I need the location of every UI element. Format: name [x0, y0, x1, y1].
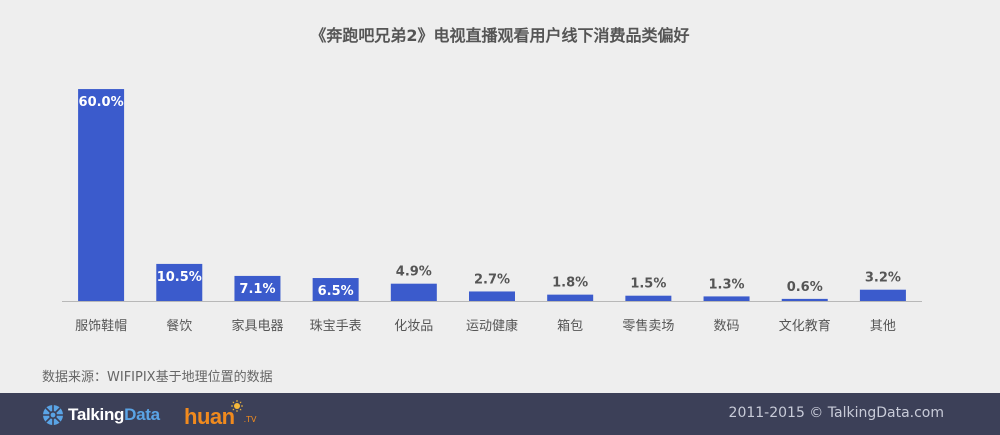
data-label-8: 1.3% [709, 277, 745, 292]
bar-9 [781, 298, 828, 301]
category-label-2: 家具电器 [231, 318, 283, 334]
copyright-text: 2011-2015 © TalkingData.com [728, 405, 944, 421]
sun-icon [230, 400, 243, 412]
talkingdata-icon [43, 405, 63, 425]
data-label-5: 2.7% [474, 272, 510, 287]
category-label-6: 箱包 [557, 318, 583, 334]
bar-4 [390, 283, 437, 301]
bar-2 [234, 275, 281, 301]
bar-1 [156, 263, 203, 301]
bar-10 [859, 289, 906, 301]
category-label-8: 数码 [714, 319, 740, 334]
bar-3 [312, 278, 359, 301]
data-label-4: 4.9% [396, 265, 432, 280]
data-label-3: 6.5% [318, 284, 354, 299]
data-label-0: 60.0% [79, 95, 124, 110]
data-label-2: 7.1% [239, 282, 275, 297]
footer-bar: TalkingData huan .TV 2011-2015 © Talking… [0, 393, 1000, 435]
category-label-7: 零售卖场 [622, 318, 674, 334]
talkingdata-logo: TalkingData [42, 403, 160, 427]
bar-6 [547, 294, 594, 301]
category-label-10: 其他 [870, 319, 896, 334]
huan-tv-logo: huan .TV [184, 398, 256, 430]
category-label-4: 化妆品 [394, 319, 433, 334]
data-label-10: 3.2% [865, 271, 901, 286]
chart-title: 《奔跑吧兄弟2》电视直播观看用户线下消费品类偏好 [310, 26, 690, 45]
bar-chart: 60.0% 10.5% 7.1% 6.5% 4.9% 2.7% 1.8% 1.5% 1.3% 0.… [62, 89, 922, 334]
category-label-9: 文化教育 [779, 318, 831, 334]
bar-8 [703, 296, 750, 301]
bar-5 [469, 291, 515, 301]
data-label-1: 10.5% [157, 270, 202, 285]
bar-7 [625, 295, 672, 301]
data-source-note: 数据来源：WIFIPIX基于地理位置的数据 [42, 370, 273, 385]
category-label-5: 运动健康 [466, 318, 518, 334]
data-label-7: 1.5% [630, 277, 666, 292]
bar-0 [78, 89, 125, 301]
data-label-9: 0.6% [787, 280, 823, 295]
category-label-1: 餐饮 [166, 318, 192, 334]
data-label-6: 1.8% [552, 276, 588, 291]
category-label-0: 服饰鞋帽 [75, 318, 127, 334]
category-label-3: 珠宝手表 [310, 319, 362, 334]
